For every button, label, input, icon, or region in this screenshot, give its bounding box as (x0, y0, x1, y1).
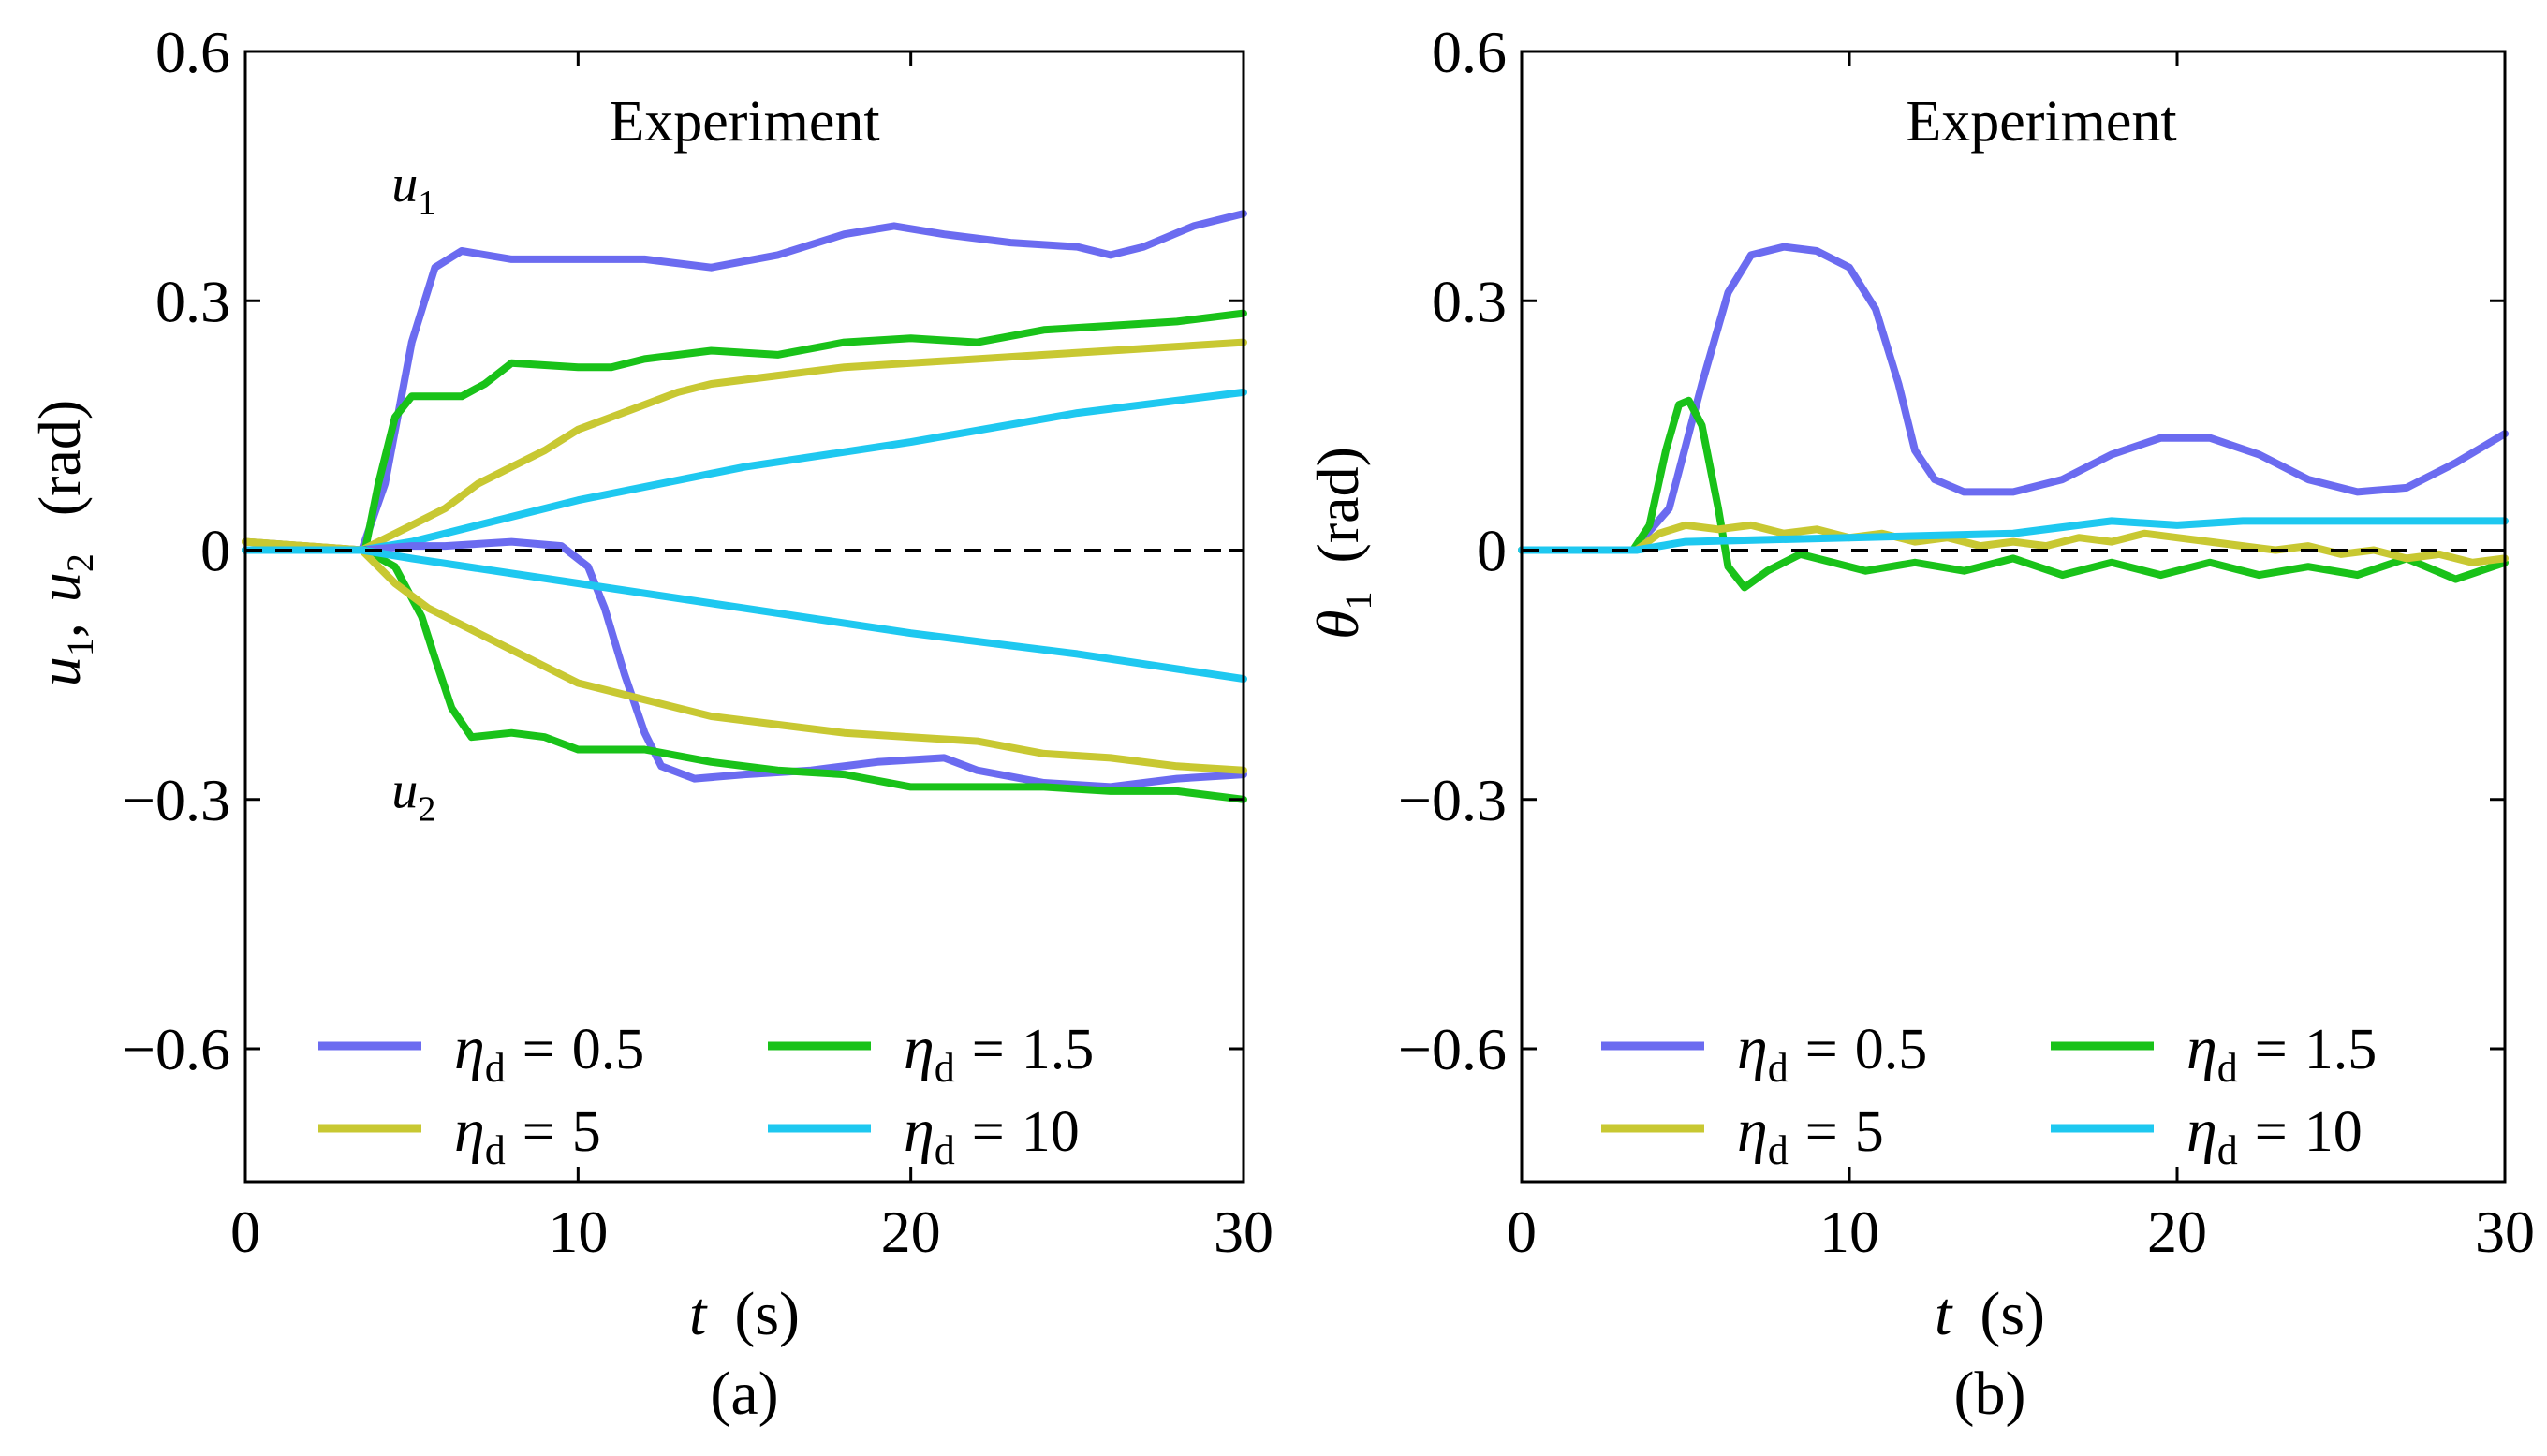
y-tick-label-a-4: −0.6 (122, 1016, 230, 1082)
annotation-experiment-b: Experiment (1906, 90, 2176, 154)
series-line-a-5 (242, 546, 1247, 803)
y-tick-label-b-2: 0 (1477, 518, 1507, 584)
ticks-a (243, 50, 1245, 1182)
x-tick-label-a-1: 10 (548, 1199, 608, 1265)
y-tick-label-a-2: 0 (200, 518, 230, 584)
series-line-a-6 (242, 537, 1247, 774)
x-tick-label-b-1: 10 (1819, 1199, 1879, 1265)
panel-label-b: (b) (1954, 1360, 2026, 1428)
tick-labels-b: 0 10 20 30 0.6 0.3 0 −0.3 −0.6 (1398, 19, 2535, 1265)
plot-frame-a (243, 50, 1245, 1184)
legend-label-a-1: ηd = 1.5 (904, 1014, 1094, 1091)
x-tick-label-a-2: 20 (881, 1199, 941, 1265)
series-line-a-0 (242, 210, 1247, 554)
legend-a: ηd = 0.5 ηd = 1.5 ηd = 5 ηd = 10 (318, 1014, 1094, 1173)
series-line-b-3 (1518, 517, 2509, 554)
curve-label-u1: u1 (391, 155, 435, 223)
legend-label-a-2: ηd = 5 (454, 1096, 601, 1173)
curve-label-u2: u2 (391, 762, 435, 830)
y-axis-label-a: u1,u2(rad) (26, 400, 101, 686)
x-tick-label-b-2: 20 (2147, 1199, 2207, 1265)
legend-entry-b-2: ηd = 5 (1601, 1096, 1884, 1173)
y-tick-label-a-1: 0.3 (155, 268, 230, 334)
ticks-b (1520, 50, 2507, 1182)
legend-entry-b-1: ηd = 1.5 (2051, 1014, 2377, 1091)
legend-entry-b-0: ηd = 0.5 (1601, 1014, 1927, 1091)
y-tick-label-b-1: 0.3 (1432, 268, 1507, 334)
series-line-a-1 (242, 309, 1247, 554)
series-line-b-1 (1518, 396, 2509, 592)
x-tick-label-b-0: 0 (1507, 1199, 1537, 1265)
legend-entry-a-0: ηd = 0.5 (318, 1014, 644, 1091)
legend-entry-a-3: ηd = 10 (768, 1096, 1080, 1173)
panel-label-a: (a) (710, 1360, 778, 1428)
legend-label-b-1: ηd = 1.5 (2186, 1014, 2377, 1091)
series-line-b-0 (1518, 243, 2509, 554)
legend-label-b-0: ηd = 0.5 (1737, 1014, 1927, 1091)
y-tick-label-a-3: −0.3 (122, 767, 230, 833)
legend-entry-a-1: ηd = 1.5 (768, 1014, 1094, 1091)
y-tick-label-a-0: 0.6 (155, 19, 230, 85)
x-tick-label-a-3: 30 (1214, 1199, 1274, 1265)
panel-b: 0 10 20 30 0.6 0.3 0 −0.3 −0.6 Experiment θ1(rad… (1304, 19, 2535, 1428)
series-line-a-2 (242, 338, 1247, 554)
x-axis-label-a: t (s) (689, 1280, 800, 1348)
legend-label-b-3: ηd = 10 (2186, 1096, 2363, 1173)
legend-entry-b-3: ηd = 10 (2051, 1096, 2363, 1173)
x-tick-label-b-3: 30 (2475, 1199, 2535, 1265)
legend-label-a-3: ηd = 10 (904, 1096, 1080, 1173)
series-layer-b (1518, 243, 2509, 592)
plot-frame-b (1520, 50, 2507, 1184)
series-line-b-2 (1518, 521, 2509, 566)
y-tick-label-b-4: −0.6 (1398, 1016, 1507, 1082)
legend-label-b-2: ηd = 5 (1737, 1096, 1884, 1173)
series-line-a-4 (242, 537, 1247, 791)
annotation-experiment-a: Experiment (609, 90, 879, 154)
x-axis-label-b: t (s) (1935, 1280, 2045, 1348)
x-tick-label-a-0: 0 (230, 1199, 260, 1265)
tick-labels-a: 0 10 20 30 0.6 0.3 0 −0.3 −0.6 (122, 19, 1274, 1265)
y-tick-label-b-3: −0.3 (1398, 767, 1507, 833)
panel-a: 0 10 20 300.60.30−0.3−0.6 Experiment u1 u2 … (26, 19, 1274, 1428)
legend-entry-a-2: ηd = 5 (318, 1096, 601, 1173)
legend-label-a-0: ηd = 0.5 (454, 1014, 644, 1091)
y-tick-label-b-0: 0.6 (1432, 19, 1507, 85)
legend-b: ηd = 0.5 ηd = 1.5 ηd = 5 ηd = 10 (1601, 1014, 2377, 1173)
y-axis-label-b: θ1(rad) (1304, 447, 1379, 640)
